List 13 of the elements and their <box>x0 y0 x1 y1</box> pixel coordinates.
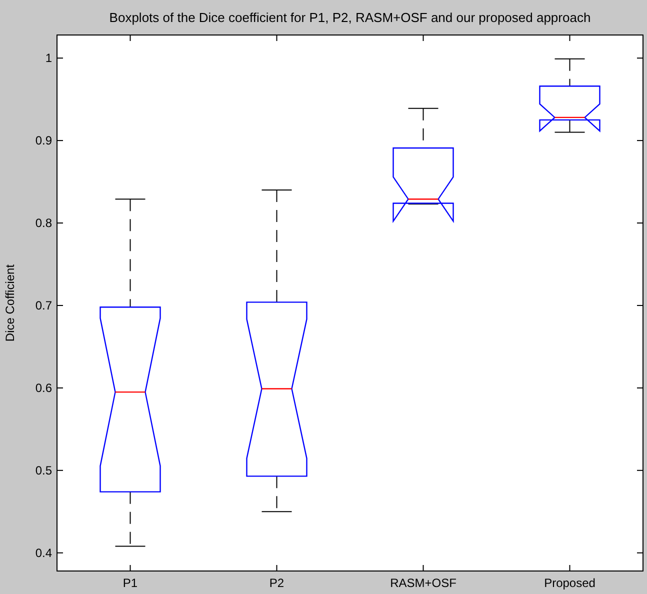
y-tick-label: 0.9 <box>35 134 52 148</box>
y-tick-label: 0.6 <box>35 380 52 395</box>
y-tick-label: 0.5 <box>35 463 52 478</box>
y-tick-label: 1 <box>45 51 52 66</box>
x-tick-label: Proposed <box>544 576 596 590</box>
y-axis-title: Dice Cofficient <box>3 264 17 342</box>
x-tick-label: P1 <box>122 576 138 590</box>
x-tick-label: P2 <box>269 576 284 590</box>
x-tick-label: RASM+OSF <box>390 576 456 590</box>
y-tick-label: 0.4 <box>35 546 52 560</box>
chart-title: Boxplots of the Dice coefficient for P1, P2, RASM+OSF and our proposed approach <box>109 10 591 25</box>
y-tick-label: 0.7 <box>35 298 52 312</box>
y-tick-label: 0.8 <box>35 216 52 230</box>
